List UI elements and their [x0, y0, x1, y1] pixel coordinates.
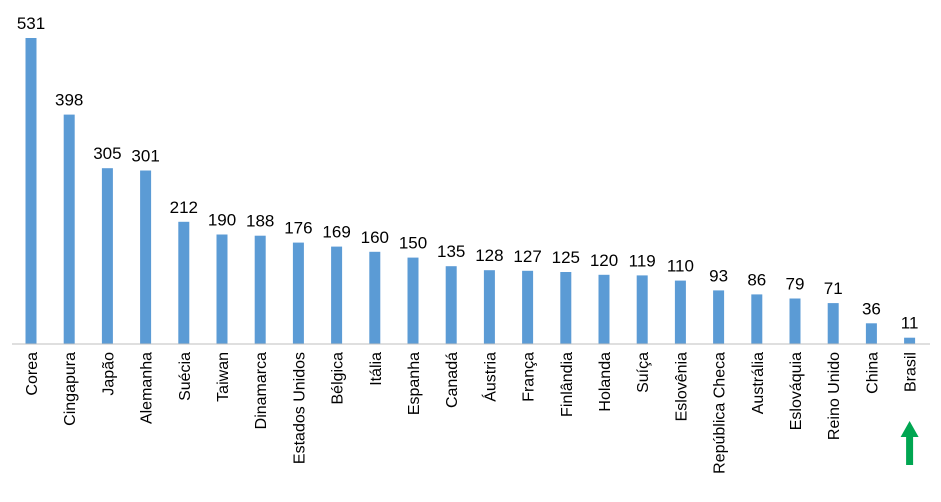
category-label-china: China: [864, 352, 881, 394]
value-label-dinamarca: 188: [246, 212, 274, 231]
value-label-brasil: 11: [901, 314, 919, 333]
category-label-austria: Áustria: [480, 352, 499, 402]
category-label-brasil: Brasil: [903, 352, 920, 392]
up-arrow-icon: [900, 421, 919, 465]
value-labels-group: 531 398 305 301 212 190 188 176 169 160 150 135 128 1…: [17, 14, 919, 333]
value-label-suecia: 212: [170, 198, 198, 217]
category-label-finlandia: Finlândia: [559, 352, 576, 417]
bar-finlandia: [560, 272, 572, 344]
category-label-dinamarca: Dinamarca: [253, 352, 270, 429]
bar-dinamarca: [254, 235, 266, 344]
bar-corea: [25, 38, 37, 344]
value-label-italia: 160: [361, 228, 389, 247]
category-label-alemanha: Alemanha: [139, 352, 156, 424]
bar-republica-checa: [713, 290, 725, 344]
bar-estados-unidos: [292, 242, 304, 344]
category-label-holanda: Holanda: [597, 352, 614, 412]
value-label-japao: 305: [93, 144, 121, 163]
category-label-franca: França: [521, 352, 538, 402]
bar-belgica: [331, 246, 343, 344]
category-label-italia: Itália: [368, 352, 385, 386]
value-label-republica-checa: 93: [709, 266, 728, 285]
value-label-holanda: 120: [590, 251, 618, 270]
bar-china: [865, 323, 877, 344]
value-label-eslovenia: 110: [667, 257, 694, 276]
value-label-eslovaquia: 79: [786, 275, 805, 294]
value-label-china: 36: [862, 299, 881, 318]
category-label-cingapura: Cingapura: [62, 352, 79, 426]
category-label-australia: Austrália: [750, 352, 767, 414]
category-label-republica-checa: República Checa: [712, 352, 729, 474]
bar-eslovenia: [674, 280, 686, 344]
value-label-espanha: 150: [399, 234, 427, 253]
bar-eslovaquia: [789, 298, 801, 344]
bar-brasil: [904, 337, 916, 344]
value-label-suica: 119: [629, 251, 656, 270]
category-label-suecia: Suécia: [177, 352, 194, 401]
value-label-taiwan: 190: [208, 211, 236, 230]
bar-taiwan: [216, 234, 228, 344]
bar-suica: [636, 275, 648, 344]
value-label-alemanha: 301: [131, 147, 159, 166]
bar-italia: [369, 251, 381, 344]
value-label-finlandia: 125: [552, 248, 580, 267]
bar-reino-unido: [827, 303, 839, 344]
bar-canada: [445, 266, 457, 344]
bar-alemanha: [140, 170, 152, 344]
category-label-canada: Canadá: [444, 352, 461, 408]
value-label-canada: 135: [437, 242, 465, 261]
value-label-cingapura: 398: [55, 91, 83, 110]
value-label-franca: 127: [513, 247, 541, 266]
up-arrow-head: [900, 421, 919, 437]
category-label-suica: Suíça: [635, 352, 652, 393]
value-label-belgica: 169: [322, 223, 350, 242]
value-label-australia: 86: [747, 270, 766, 289]
category-label-eslovenia: Eslovênia: [673, 352, 690, 421]
category-label-reino-unido: Reino Unido: [826, 352, 843, 440]
value-label-estados-unidos: 176: [284, 219, 312, 238]
category-label-taiwan: Taiwan: [215, 352, 232, 402]
bar-suecia: [178, 221, 190, 344]
bar-japao: [101, 168, 113, 344]
bar-australia: [751, 294, 763, 344]
bar-espanha: [407, 257, 419, 344]
category-label-belgica: Bélgica: [330, 352, 347, 405]
bar-franca: [522, 270, 534, 344]
up-arrow-shaft: [906, 436, 914, 465]
category-label-corea: Corea: [24, 352, 41, 396]
value-label-corea: 531: [17, 14, 45, 33]
bar-cingapura: [63, 114, 75, 344]
bar-austria: [483, 270, 495, 344]
bars-group: [25, 38, 916, 344]
category-labels-group: Corea Cingapura Japão Alemanha Suécia Taiwan D…: [24, 352, 920, 474]
value-label-reino-unido: 71: [824, 279, 843, 298]
category-label-eslovaquia: Eslováquia: [788, 352, 805, 430]
bar-holanda: [598, 274, 610, 344]
value-label-austria: 128: [475, 246, 503, 265]
category-label-estados-unidos: Estados Unidos: [291, 352, 308, 464]
category-label-espanha: Espanha: [406, 352, 423, 415]
category-label-japao: Japão: [100, 352, 117, 396]
